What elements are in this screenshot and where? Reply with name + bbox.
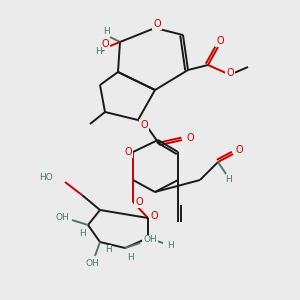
Text: OH: OH <box>55 212 69 221</box>
Text: O: O <box>150 211 158 221</box>
Text: O: O <box>135 197 143 207</box>
Text: O: O <box>186 133 194 143</box>
Text: H: H <box>127 254 134 262</box>
Text: H: H <box>80 229 86 238</box>
Text: O: O <box>124 147 132 157</box>
Text: OH: OH <box>85 260 99 268</box>
Text: O: O <box>153 19 161 29</box>
Text: O: O <box>235 145 243 155</box>
Text: O: O <box>226 68 234 78</box>
Text: H: H <box>225 176 231 184</box>
Text: O: O <box>101 39 109 49</box>
Text: H: H <box>103 28 110 37</box>
Text: O: O <box>216 36 224 46</box>
Text: H: H <box>167 242 173 250</box>
Text: OH: OH <box>143 236 157 244</box>
Text: HO: HO <box>39 173 53 182</box>
Text: O: O <box>140 120 148 130</box>
Text: H: H <box>105 245 111 254</box>
Text: H: H <box>94 47 101 56</box>
